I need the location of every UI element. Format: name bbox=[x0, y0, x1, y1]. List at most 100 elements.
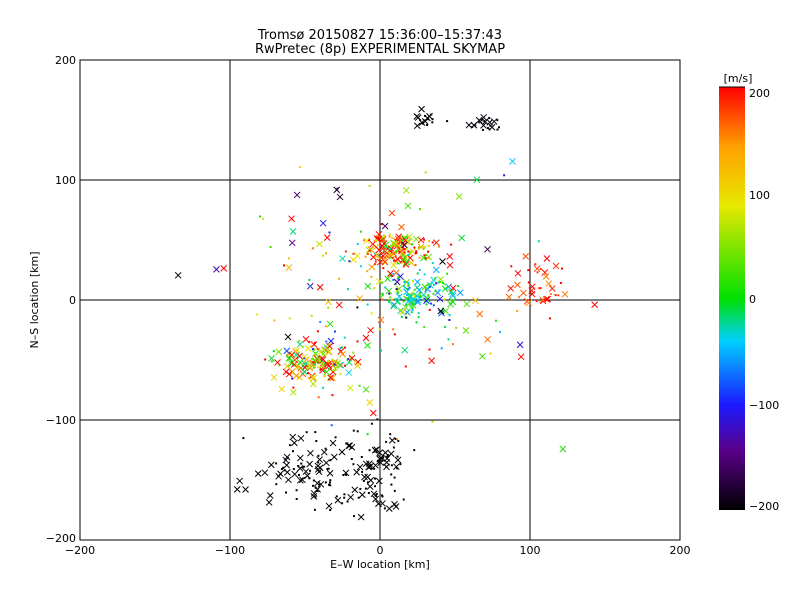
data-point-x-marker bbox=[449, 292, 457, 300]
data-point-dot bbox=[292, 386, 295, 389]
data-point-dot bbox=[357, 496, 360, 499]
data-point-dot bbox=[443, 298, 446, 301]
data-point-dot bbox=[381, 281, 384, 284]
data-point-x-marker bbox=[361, 473, 368, 481]
data-point-dot bbox=[444, 325, 447, 328]
data-point-x-marker bbox=[336, 193, 344, 201]
data-point-x-marker bbox=[282, 456, 290, 464]
data-point-dot bbox=[314, 431, 317, 434]
data-point-dot bbox=[374, 449, 377, 452]
data-point-dot bbox=[328, 342, 331, 345]
data-point-dot bbox=[424, 257, 427, 260]
data-point-dot bbox=[344, 364, 346, 367]
data-point-dot bbox=[489, 352, 492, 355]
data-point-x-marker bbox=[476, 310, 484, 318]
data-point-dot bbox=[327, 368, 330, 370]
data-point-x-marker bbox=[418, 105, 425, 113]
data-point-dot bbox=[303, 357, 306, 360]
data-point-x-marker bbox=[366, 483, 374, 490]
data-point-x-marker bbox=[402, 304, 410, 311]
data-point-dot bbox=[352, 351, 355, 354]
data-point-dot bbox=[370, 275, 373, 278]
data-point-dot bbox=[292, 450, 294, 453]
data-point-dot bbox=[431, 420, 434, 423]
data-point-dot bbox=[300, 462, 303, 465]
data-point-dot bbox=[402, 498, 405, 501]
data-point-dot bbox=[443, 283, 446, 286]
data-point-x-marker bbox=[290, 388, 297, 396]
data-point-dot bbox=[308, 278, 311, 281]
data-point-dot bbox=[561, 267, 563, 270]
data-point-dot bbox=[418, 268, 421, 271]
data-point-dot bbox=[384, 286, 387, 289]
data-point-dot bbox=[503, 174, 506, 177]
data-point-dot bbox=[312, 348, 314, 351]
data-point-dot bbox=[518, 296, 521, 299]
data-point-dot bbox=[329, 479, 332, 482]
data-point-x-marker bbox=[420, 291, 427, 299]
data-point-dot bbox=[400, 315, 403, 318]
data-point-dot bbox=[434, 289, 437, 292]
data-point-x-marker bbox=[528, 287, 536, 294]
data-point-dot bbox=[432, 304, 435, 307]
data-point-x-marker bbox=[275, 348, 283, 356]
data-point-x-marker bbox=[261, 469, 269, 477]
data-point-x-marker bbox=[368, 263, 376, 271]
data-point-dot bbox=[389, 296, 392, 299]
data-point-dot bbox=[339, 350, 342, 352]
data-point-x-marker bbox=[455, 193, 463, 200]
data-point-x-marker bbox=[448, 297, 456, 305]
data-point-x-marker bbox=[339, 255, 346, 262]
data-point-dot bbox=[414, 293, 417, 296]
data-point-dot bbox=[381, 457, 384, 459]
data-point-dot bbox=[537, 240, 540, 243]
data-point-dot bbox=[374, 485, 376, 488]
data-point-dot bbox=[329, 459, 332, 462]
x-tick-label: −200 bbox=[65, 544, 95, 557]
data-point-x-marker bbox=[236, 477, 244, 485]
data-point-dot bbox=[408, 286, 411, 289]
data-point-dot bbox=[428, 348, 431, 351]
data-point-dot bbox=[403, 281, 406, 283]
data-point-x-marker bbox=[296, 454, 304, 462]
data-point-x-marker bbox=[320, 448, 328, 456]
data-point-x-marker bbox=[484, 336, 491, 343]
data-point-dot bbox=[478, 121, 481, 124]
data-point-dot bbox=[383, 235, 386, 238]
data-point-dot bbox=[366, 303, 369, 306]
data-point-dot bbox=[343, 336, 346, 339]
data-point-dot bbox=[272, 350, 275, 353]
data-point-dot bbox=[539, 287, 542, 290]
data-point-dot bbox=[413, 449, 416, 452]
data-point-dot bbox=[359, 265, 362, 268]
data-point-x-marker bbox=[542, 273, 550, 280]
data-point-dot bbox=[395, 252, 398, 254]
data-point-dot bbox=[390, 483, 393, 486]
data-point-dot bbox=[388, 301, 391, 304]
data-point-x-marker bbox=[320, 350, 327, 358]
data-point-dot bbox=[280, 468, 283, 470]
data-point-dot bbox=[393, 333, 396, 336]
data-point-x-marker bbox=[395, 233, 403, 241]
data-point-dot bbox=[395, 250, 398, 253]
y-tick-label: −200 bbox=[46, 532, 76, 545]
colorbar-tick-label: 200 bbox=[749, 87, 770, 100]
data-point-x-marker bbox=[291, 470, 299, 478]
data-point-dot bbox=[374, 494, 377, 497]
data-point-dot bbox=[438, 245, 441, 248]
data-point-dot bbox=[336, 187, 339, 190]
data-point-x-marker bbox=[296, 359, 304, 366]
data-point-x-marker bbox=[472, 297, 479, 304]
data-point-x-marker bbox=[445, 283, 453, 291]
data-point-x-marker bbox=[397, 273, 404, 280]
x-tick-label: −100 bbox=[215, 544, 245, 557]
data-point-dot bbox=[404, 365, 407, 368]
data-point-dot bbox=[554, 294, 557, 296]
x-axis-label: E–W location [km] bbox=[330, 558, 430, 571]
data-point-x-marker bbox=[288, 239, 296, 247]
data-point-dot bbox=[360, 456, 363, 458]
data-point-dot bbox=[386, 244, 389, 247]
data-point-dot bbox=[312, 479, 315, 482]
data-point-dot bbox=[330, 424, 333, 427]
data-point-x-marker bbox=[379, 236, 386, 244]
